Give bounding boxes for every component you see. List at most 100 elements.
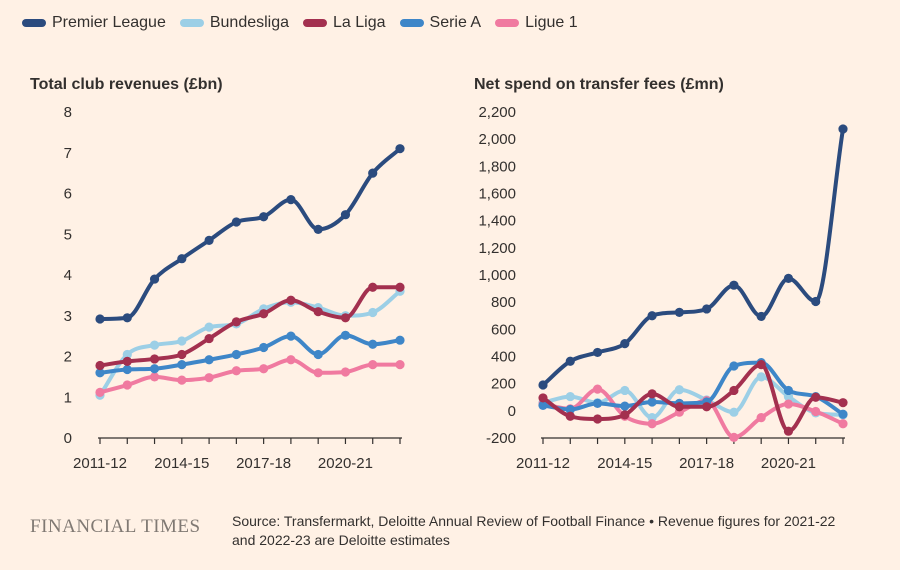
revenue-point-ligue-1 [149, 372, 160, 382]
revenue-point-la-liga [313, 307, 323, 317]
revenue-x-tick-label: 2017-18 [236, 455, 291, 472]
legend-label-bundesliga: Bundesliga [209, 14, 290, 31]
revenue-point-serie-a [149, 364, 160, 374]
legend-label-ligue-1: Ligue 1 [525, 14, 578, 31]
transfer-point-premier-league [729, 280, 739, 290]
revenue-point-ligue-1 [95, 387, 105, 397]
revenue-point-premier-league [395, 144, 405, 154]
revenue-point-premier-league [368, 168, 378, 178]
revenue-point-ligue-1 [340, 367, 351, 377]
revenue-point-premier-league [149, 274, 160, 284]
revenue-point-premier-league [259, 212, 269, 222]
transfer-point-premier-league [811, 296, 821, 307]
transfer-point-bundesliga [674, 385, 684, 395]
revenue-point-premier-league [177, 254, 187, 264]
revenue-point-serie-a [286, 331, 296, 341]
chart-legend: Premier League Bundesliga La Liga Serie … [22, 14, 592, 32]
transfer-point-la-liga [783, 426, 794, 436]
transfer-point-premier-league [592, 347, 603, 358]
revenue-y-tick-label: 3 [64, 308, 72, 325]
transfer-point-la-liga [565, 411, 575, 421]
legend-label-premier-league: Premier League [52, 14, 166, 31]
transfer-x-tick-label: 2011-12 [516, 455, 570, 472]
revenue-series-serie-a [95, 330, 405, 378]
revenue-chart: 0 1 2 3 4 5 6 7 8 2011-12 2014-15 2017-18 2020-21 [64, 104, 405, 472]
transfer-x-tick-label: 2020-21 [761, 455, 816, 472]
transfer-y-tick-label: 1,400 [478, 213, 516, 230]
legend-swatch-premier-league [22, 19, 46, 27]
revenue-point-la-liga [259, 309, 269, 319]
ft-logo: FINANCIAL TIMES [30, 516, 201, 537]
revenue-point-ligue-1 [313, 368, 323, 378]
revenue-y-tick-label: 5 [64, 226, 72, 243]
transfer-point-serie-a [647, 397, 657, 407]
revenue-point-ligue-1 [122, 380, 132, 390]
revenue-point-serie-a [313, 349, 323, 360]
revenue-point-ligue-1 [259, 364, 269, 374]
revenue-point-serie-a [368, 339, 378, 349]
revenue-point-ligue-1 [204, 373, 214, 383]
transfer-point-la-liga [647, 389, 657, 399]
transfer-point-ligue-1 [756, 413, 766, 423]
revenues-chart-title: Total club revenues (£bn) [30, 76, 223, 93]
source-line-2: and 2022-23 are Deloitte estimates [232, 532, 450, 548]
transfer-point-serie-a [565, 404, 575, 415]
revenue-y-tick-label: 8 [64, 104, 72, 121]
legend-item-bundesliga: Bundesliga [179, 14, 290, 32]
transfer-point-serie-a [783, 385, 794, 396]
transfer-point-la-liga [811, 392, 821, 402]
transfer-point-serie-a [592, 398, 603, 408]
revenue-series-ligue-1 [95, 355, 405, 397]
revenue-point-serie-a [340, 330, 351, 340]
legend-item-premier-league: Premier League [22, 14, 166, 32]
transfer-point-premier-league [783, 273, 794, 283]
transfer-point-premier-league [565, 356, 575, 366]
transfer-point-la-liga [756, 360, 766, 370]
transfer-x-tick-label: 2014-15 [597, 455, 652, 472]
transfer-point-bundesliga [620, 385, 630, 396]
transfer-series-la-liga [538, 360, 848, 436]
transfer-point-la-liga [838, 398, 848, 408]
transfer-point-premier-league [674, 307, 684, 317]
legend-swatch-serie-a [399, 19, 424, 27]
revenue-point-la-liga [149, 354, 160, 364]
transfer-point-premier-league [538, 380, 548, 390]
legend-label-serie-a: Serie A [429, 14, 482, 31]
transfer-y-tick-label: 1,200 [478, 240, 516, 257]
revenue-point-la-liga [340, 313, 351, 323]
transfer-chart: -200 0 200 400 600 800 1,000 1,200 1,400 1,600 1,8… [478, 104, 848, 472]
legend-swatch-ligue-1 [495, 19, 520, 27]
revenue-point-premier-league [231, 217, 241, 227]
transfer-y-tick-label: 2,200 [478, 104, 516, 121]
revenue-point-bundesliga [177, 336, 187, 346]
revenue-point-ligue-1 [286, 355, 296, 365]
revenue-series-premier-league [95, 144, 405, 324]
transfer-point-la-liga [592, 414, 603, 424]
revenue-point-serie-a [95, 368, 105, 378]
transfer-series-serie-a [538, 358, 848, 419]
revenue-line-premier-league [98, 146, 402, 322]
revenue-point-la-liga [177, 349, 187, 360]
transfer-point-la-liga [702, 402, 712, 412]
revenue-x-tick-label: 2014-15 [154, 455, 209, 472]
revenue-point-serie-a [231, 349, 241, 360]
revenue-point-serie-a [395, 335, 405, 345]
revenue-point-bundesliga [122, 349, 132, 360]
revenue-point-la-liga [286, 295, 296, 305]
revenue-y-tick-label: 6 [64, 186, 72, 203]
transfer-point-serie-a [538, 400, 548, 410]
transfer-y-tick-label: 2,000 [478, 131, 516, 148]
transfer-series-premier-league [538, 124, 848, 390]
legend-item-ligue-1: Ligue 1 [495, 14, 578, 32]
transfer-line-ligue-1 [541, 387, 845, 440]
revenue-y-tick-label: 4 [64, 267, 72, 284]
transfer-y-tick-label: 1,000 [478, 267, 516, 284]
transfer-point-premier-league [702, 304, 712, 314]
transfer-y-tick-label: 1,600 [478, 186, 516, 203]
revenue-point-ligue-1 [368, 360, 378, 370]
revenue-point-bundesliga [368, 307, 378, 318]
transfer-point-ligue-1 [811, 406, 821, 417]
revenue-point-premier-league [313, 224, 323, 234]
revenue-y-tick-label: 2 [64, 349, 72, 366]
transfer-point-ligue-1 [783, 399, 794, 409]
